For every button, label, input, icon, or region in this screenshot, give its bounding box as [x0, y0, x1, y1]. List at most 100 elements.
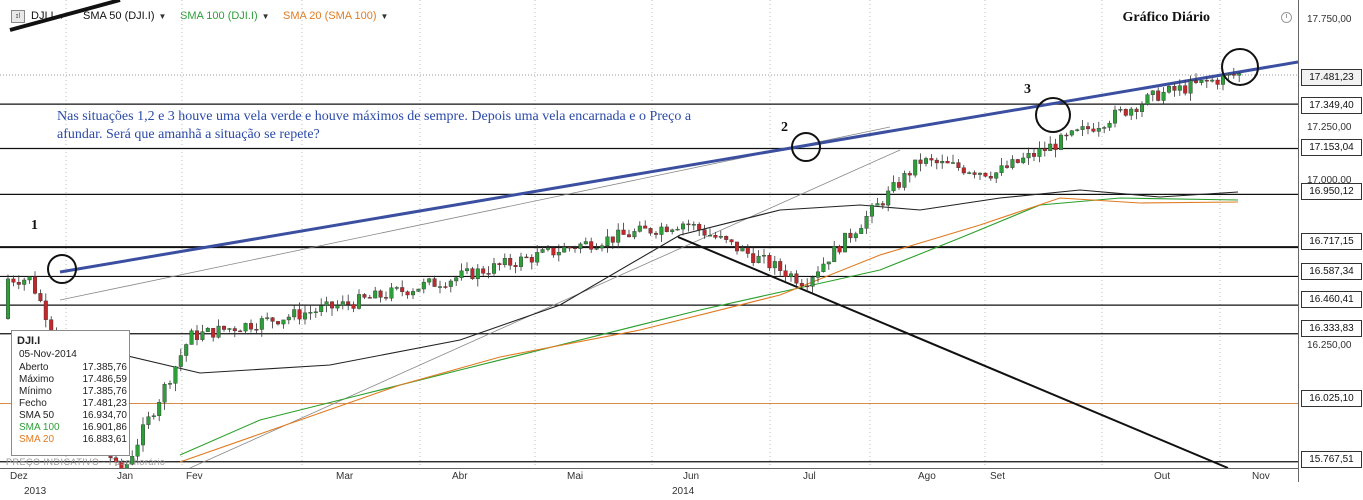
up-candle: [27, 276, 32, 281]
up-candle: [1177, 85, 1182, 91]
down-candle: [654, 232, 659, 235]
down-candle: [837, 246, 842, 253]
down-candle: [211, 328, 216, 338]
up-candle: [562, 246, 567, 253]
up-candle: [1226, 74, 1231, 76]
up-candle: [1129, 108, 1134, 116]
down-candle: [194, 330, 199, 340]
ohlc-info-box: DJI.I 05-Nov-2014 Aberto 17.385,76 Máximo…: [11, 330, 130, 456]
descending-trendline: [677, 236, 1229, 468]
down-candle: [276, 321, 281, 325]
up-candle: [708, 235, 713, 237]
up-candle: [140, 424, 145, 446]
up-candle: [519, 256, 524, 267]
down-candle: [621, 229, 626, 235]
up-candle: [1210, 79, 1215, 82]
down-candle: [470, 268, 475, 280]
down-candle: [330, 301, 335, 309]
up-candle: [1021, 157, 1026, 163]
chevron-down-icon: ▼: [158, 12, 167, 21]
price-chart[interactable]: [0, 0, 1298, 468]
price-axis[interactable]: 17.750,00 17.250,00 17.000,00 16.250,00 …: [1298, 0, 1363, 482]
up-candle: [416, 288, 421, 292]
up-candle: [205, 328, 210, 332]
up-candle: [681, 223, 686, 230]
down-candle: [783, 270, 788, 277]
down-candle: [119, 462, 124, 468]
down-candle: [1204, 80, 1209, 82]
up-candle: [967, 172, 972, 174]
up-candle: [502, 258, 507, 266]
candles: [5, 67, 1242, 468]
down-candle: [443, 286, 448, 288]
up-candle: [718, 236, 723, 238]
x-tick-label: Abr: [452, 471, 468, 482]
up-candle: [546, 247, 551, 250]
x-tick-label: Mar: [336, 471, 354, 482]
down-candle: [367, 297, 372, 299]
up-candle: [308, 312, 313, 314]
last-price-box: 17.481,23: [1301, 69, 1362, 86]
down-candle: [567, 246, 572, 249]
down-candle: [929, 158, 934, 161]
clock-icon[interactable]: [1281, 12, 1292, 23]
up-candle: [1037, 148, 1042, 157]
down-candle: [880, 203, 885, 206]
info-value: 16.934,70: [82, 410, 128, 421]
down-candle: [848, 232, 853, 239]
sma20-label: SMA 20 (SMA 100): [283, 10, 377, 22]
up-candle: [994, 172, 999, 179]
up-candle: [465, 268, 470, 272]
circle-label-1: 1: [31, 218, 38, 233]
up-candle: [319, 305, 324, 312]
up-candle: [492, 263, 497, 274]
up-candle: [1069, 130, 1074, 136]
time-axis[interactable]: Dez Jan Fev Mar Abr Mai Jun Jul Ago Set …: [0, 468, 1298, 500]
up-candle: [843, 232, 848, 253]
up-candle: [459, 270, 464, 278]
up-candle: [1145, 94, 1150, 105]
down-candle: [432, 278, 437, 287]
highlight-circles: [47, 48, 1259, 284]
up-candle: [157, 402, 162, 416]
down-candle: [1134, 108, 1139, 112]
up-candle: [902, 173, 907, 188]
level-price-box: 16.460,41: [1301, 291, 1362, 308]
up-candle: [535, 252, 540, 263]
up-candle: [1026, 153, 1031, 159]
down-candle: [767, 255, 772, 269]
up-candle: [281, 319, 286, 325]
sma50-selector[interactable]: SMA 50 (DJI.I) ▼: [83, 10, 166, 22]
up-candle: [313, 311, 318, 313]
up-candle: [340, 301, 345, 306]
down-candle: [697, 224, 702, 230]
up-candle: [373, 290, 378, 299]
down-candle: [799, 282, 804, 287]
chart-type-icon[interactable]: ɪl: [11, 10, 25, 23]
down-candle: [486, 273, 491, 275]
down-candle: [648, 228, 653, 234]
circle-label-3: 3: [1024, 82, 1031, 97]
sma20-selector[interactable]: SMA 20 (SMA 100) ▼: [283, 10, 388, 22]
up-candle: [583, 241, 588, 245]
info-value: 17.486,59: [82, 374, 128, 385]
down-candle: [805, 285, 810, 288]
up-candle: [1150, 90, 1155, 95]
down-candle: [1091, 128, 1096, 132]
down-candle: [524, 256, 529, 259]
sma100-selector[interactable]: SMA 100 (DJI.I) ▼: [180, 10, 270, 22]
sma20-line: [179, 197, 1239, 463]
up-candle: [5, 278, 10, 319]
up-candle: [616, 229, 621, 243]
up-candle: [891, 182, 896, 192]
up-candle: [756, 255, 761, 263]
down-candle: [1053, 143, 1058, 150]
up-candle: [189, 330, 194, 345]
up-candle: [475, 268, 480, 280]
up-candle: [810, 277, 815, 287]
down-candle: [934, 159, 939, 164]
up-candle: [864, 216, 869, 229]
up-candle: [1058, 134, 1063, 150]
down-candle: [643, 225, 648, 229]
up-candle: [832, 246, 837, 263]
